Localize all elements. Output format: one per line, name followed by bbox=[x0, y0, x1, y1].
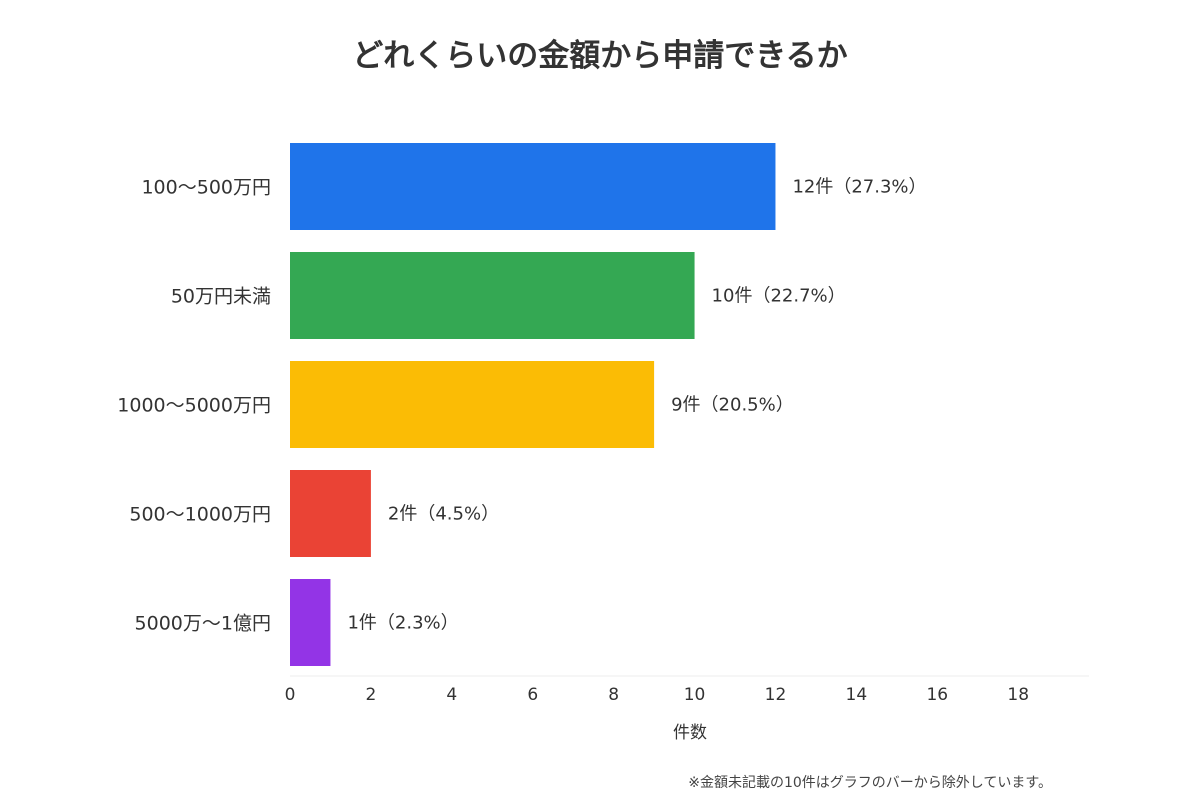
data-label-5: 1件（2.3%） bbox=[347, 613, 458, 634]
bar-2 bbox=[290, 252, 695, 339]
x-tick-label-4: 4 bbox=[446, 685, 457, 705]
category-label-2: 50万円未満 bbox=[171, 286, 271, 308]
data-label-4: 2件（4.5%） bbox=[388, 504, 499, 525]
bar-4 bbox=[290, 470, 371, 557]
bars-layer bbox=[290, 143, 776, 666]
data-label-2: 10件（22.7%） bbox=[712, 286, 846, 307]
x-tick-label-0: 0 bbox=[285, 685, 296, 705]
bar-5 bbox=[290, 579, 331, 666]
data-label-1: 12件（27.3%） bbox=[792, 177, 926, 198]
category-label-3: 1000〜5000万円 bbox=[117, 395, 271, 417]
x-tick-label-6: 6 bbox=[527, 685, 538, 705]
category-labels: 100〜500万円 50万円未満 1000〜5000万円 500〜1000万円 5000… bbox=[117, 177, 271, 635]
category-label-4: 500〜1000万円 bbox=[129, 504, 271, 526]
x-tick-label-8: 8 bbox=[608, 685, 619, 705]
data-labels: 12件（27.3%） 10件（22.7%） 9件（20.5%） 2件（4.5%） 1件（… bbox=[347, 177, 926, 634]
x-tick-labels: 0 2 4 6 8 10 12 14 16 18 bbox=[285, 685, 1029, 705]
x-tick-label-12: 12 bbox=[765, 685, 787, 705]
category-label-1: 100〜500万円 bbox=[141, 177, 271, 199]
x-tick-label-18: 18 bbox=[1007, 685, 1029, 705]
category-label-5: 5000万〜1億円 bbox=[135, 613, 271, 635]
x-axis-title: 件数 bbox=[673, 723, 707, 743]
bar-1 bbox=[290, 143, 776, 230]
bar-3 bbox=[290, 361, 655, 448]
footnote: ※金額未記載の10件はグラフのバーから除外しています。 bbox=[688, 775, 1052, 791]
x-tick-label-10: 10 bbox=[684, 685, 706, 705]
x-tick-label-14: 14 bbox=[846, 685, 868, 705]
data-label-3: 9件（20.5%） bbox=[671, 395, 794, 416]
x-tick-label-2: 2 bbox=[365, 685, 376, 705]
chart-title: どれくらいの金額から申請できるか bbox=[352, 38, 848, 74]
x-tick-label-16: 16 bbox=[926, 685, 948, 705]
